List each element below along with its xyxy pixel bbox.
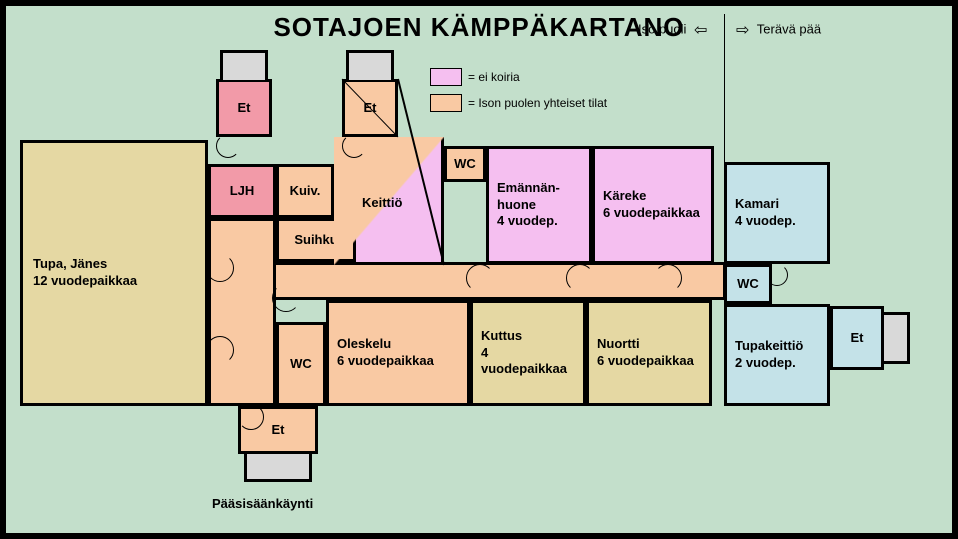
room-name: WC bbox=[454, 156, 476, 173]
arrow-right-icon: ⇨ bbox=[736, 20, 749, 40]
room-tupakeittio: Tupakeittiö2 vuodep. bbox=[724, 304, 830, 406]
room-sub: 4 vuodep. bbox=[735, 213, 821, 230]
room-kuiv: Kuiv. bbox=[276, 164, 334, 218]
room-sub: 6 vuodepaikkaa bbox=[337, 353, 461, 370]
room-name: Tupakeittiö bbox=[735, 338, 821, 355]
room-name: Et bbox=[364, 100, 377, 117]
room-tupa: Tupa, Jänes12 vuodepaikkaa bbox=[20, 140, 208, 406]
room-name: Kamari bbox=[735, 196, 821, 213]
floorplan-frame: SOTAJOEN KÄMPPÄKARTANO Iso puoli ⇦ ⇨ Ter… bbox=[0, 0, 958, 539]
legend-text-2: = Ison puolen yhteiset tilat bbox=[468, 96, 607, 110]
room-name: LJH bbox=[230, 183, 255, 200]
room-kareke: Käreke6 vuodepaikkaa bbox=[592, 146, 714, 264]
room-name: Et bbox=[272, 422, 285, 439]
room-nuortti: Nuortti6 vuodepaikkaa bbox=[586, 300, 712, 406]
legend-row-1: = ei koiria bbox=[430, 68, 520, 86]
section-divider-line bbox=[724, 14, 725, 162]
room-et3: Et bbox=[830, 306, 884, 370]
section-right: ⇨ Terävä pää bbox=[732, 20, 821, 40]
room-sub: 6 vuodepaikkaa bbox=[603, 205, 705, 222]
section-left: Iso puoli ⇦ bbox=[638, 20, 711, 40]
arrow-left-icon: ⇦ bbox=[694, 20, 707, 40]
legend-swatch-peach bbox=[430, 94, 462, 112]
room-name: Et bbox=[238, 100, 251, 117]
door-arc bbox=[216, 134, 240, 158]
legend-text-1: = ei koiria bbox=[468, 70, 520, 84]
room-kuttus: Kuttus4 vuodepaikkaa bbox=[470, 300, 586, 406]
section-right-label: Terävä pää bbox=[757, 21, 821, 36]
room-name: Emännän-huone bbox=[497, 180, 583, 214]
room-et3_porch bbox=[884, 312, 910, 364]
room-wc3: WC bbox=[724, 264, 772, 304]
room-et4_porch bbox=[244, 454, 312, 482]
room-name: WC bbox=[290, 356, 312, 373]
room-sub: 12 vuodepaikkaa bbox=[33, 273, 199, 290]
room-corridor bbox=[208, 218, 276, 406]
room-et2: Et bbox=[342, 79, 398, 137]
room-name: Et bbox=[851, 330, 864, 347]
room-et2_porch bbox=[346, 50, 394, 80]
legend-swatch-pink bbox=[430, 68, 462, 86]
room-emannan: Emännän-huone4 vuodep. bbox=[486, 146, 592, 264]
room-ljh: LJH bbox=[208, 164, 276, 218]
keittio-label-overlay: Keittiö bbox=[362, 195, 402, 210]
room-wc2: WC bbox=[276, 322, 326, 406]
room-name: Kuttus bbox=[481, 328, 577, 345]
room-et4: Et bbox=[238, 406, 318, 454]
room-sub: 4 vuodep. bbox=[497, 213, 583, 230]
room-wc1: WC bbox=[444, 146, 486, 182]
room-name: Kuiv. bbox=[290, 183, 321, 200]
room-name: Tupa, Jänes bbox=[33, 256, 199, 273]
room-et1: Et bbox=[216, 79, 272, 137]
room-name: Oleskelu bbox=[337, 336, 461, 353]
room-sub: 2 vuodep. bbox=[735, 355, 821, 372]
room-name: Suihku bbox=[294, 232, 337, 249]
entrance-label: Pääsisäänkäynti bbox=[212, 496, 313, 511]
room-et1_porch bbox=[220, 50, 268, 80]
legend-row-2: = Ison puolen yhteiset tilat bbox=[430, 94, 607, 112]
room-sub: 6 vuodepaikkaa bbox=[597, 353, 703, 370]
room-name: WC bbox=[737, 276, 759, 293]
room-kamari: Kamari4 vuodep. bbox=[724, 162, 830, 264]
section-left-label: Iso puoli bbox=[638, 21, 686, 36]
room-suihku: Suihku bbox=[276, 218, 356, 262]
room-sub: 4 vuodepaikkaa bbox=[481, 345, 577, 379]
room-name: Käreke bbox=[603, 188, 705, 205]
room-oleskelu: Oleskelu6 vuodepaikkaa bbox=[326, 300, 470, 406]
room-name: Nuortti bbox=[597, 336, 703, 353]
